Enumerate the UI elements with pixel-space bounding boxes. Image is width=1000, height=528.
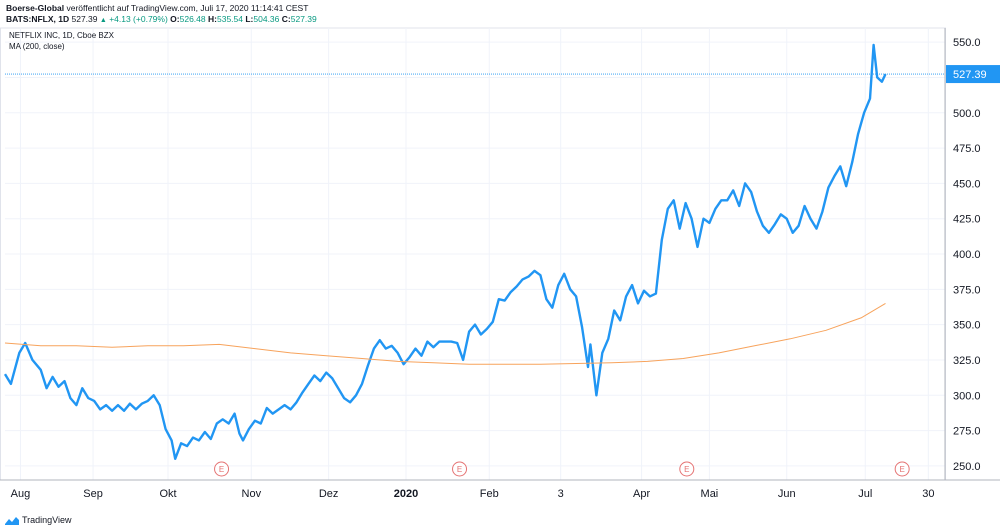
y-tick-label: 500.0 bbox=[953, 108, 981, 120]
symbol-line: BATS:NFLX, 1D 527.39 ▲ +4.13 (+0.79%) O:… bbox=[6, 14, 317, 24]
earnings-marker-label: E bbox=[684, 465, 689, 474]
y-tick-label: 375.0 bbox=[953, 284, 981, 296]
earnings-marker-label: E bbox=[457, 465, 462, 474]
earnings-marker-label: E bbox=[899, 465, 904, 474]
earnings-marker bbox=[894, 461, 910, 477]
tradingview-logo[interactable]: TradingView bbox=[5, 515, 72, 525]
x-tick-label: Jul bbox=[858, 488, 872, 500]
x-tick-label: Nov bbox=[242, 488, 262, 500]
low-label: L: bbox=[245, 14, 254, 24]
x-tick-label: Dez bbox=[319, 488, 339, 500]
ma-series-line bbox=[4, 302, 886, 365]
y-tick-label: 475.0 bbox=[953, 143, 981, 155]
y-tick-label: 400.0 bbox=[953, 249, 981, 261]
brand-label: TradingView bbox=[22, 515, 72, 525]
earnings-marker bbox=[679, 461, 695, 477]
header-change: +4.13 (+0.79%) bbox=[109, 14, 168, 24]
high-label: H: bbox=[208, 14, 217, 24]
last-price-badge bbox=[946, 65, 1000, 84]
x-tick-label: Jun bbox=[778, 488, 796, 500]
earnings-marker bbox=[214, 461, 230, 477]
low-value: 504.36 bbox=[253, 14, 280, 24]
last-price-label: 527.39 bbox=[953, 69, 987, 81]
y-tick-label: 275.0 bbox=[953, 426, 981, 438]
open-value: 526.48 bbox=[179, 14, 206, 24]
x-tick-label: Apr bbox=[633, 488, 650, 500]
earnings-marker bbox=[452, 461, 468, 477]
y-tick-label: 300.0 bbox=[953, 390, 981, 402]
y-tick-label: 250.0 bbox=[953, 461, 981, 473]
tradingview-icon bbox=[5, 516, 19, 525]
y-tick-label: 325.0 bbox=[953, 355, 981, 367]
x-tick-label: Aug bbox=[11, 488, 31, 500]
x-tick-label: 2020 bbox=[394, 488, 418, 500]
y-tick-label: 550.0 bbox=[953, 37, 981, 49]
earnings-marker-label: E bbox=[219, 465, 224, 474]
high-value: 535.54 bbox=[216, 14, 243, 24]
up-arrow-icon: ▲ bbox=[99, 17, 107, 24]
x-tick-label: 3 bbox=[558, 488, 564, 500]
publisher-name: Boerse-Global bbox=[6, 3, 65, 13]
x-tick-label: Mai bbox=[701, 488, 719, 500]
header-price: 527.39 bbox=[71, 14, 98, 24]
symbol-name: BATS:NFLX, 1D bbox=[6, 14, 70, 24]
y-tick-label: 450.0 bbox=[953, 178, 981, 190]
open-label: O: bbox=[170, 14, 180, 24]
y-tick-label: 350.0 bbox=[953, 320, 981, 332]
x-tick-label: Sep bbox=[83, 488, 103, 500]
price-series-line bbox=[3, 43, 887, 460]
y-tick-label: 425.0 bbox=[953, 214, 981, 226]
published-text: veröffentlicht auf TradingView.com, Juli… bbox=[66, 3, 309, 13]
x-tick-label: Okt bbox=[159, 488, 176, 500]
close-label: C: bbox=[281, 14, 291, 24]
x-tick-label: 30 bbox=[922, 488, 934, 500]
legend-title: NETFLIX INC, 1D, Cboe BZX bbox=[9, 31, 114, 40]
close-value: 527.39 bbox=[290, 14, 317, 24]
publish-info: Boerse-Global veröffentlicht auf Trading… bbox=[6, 3, 308, 13]
legend-ma: MA (200, close) bbox=[9, 42, 65, 51]
x-tick-label: Feb bbox=[480, 488, 499, 500]
